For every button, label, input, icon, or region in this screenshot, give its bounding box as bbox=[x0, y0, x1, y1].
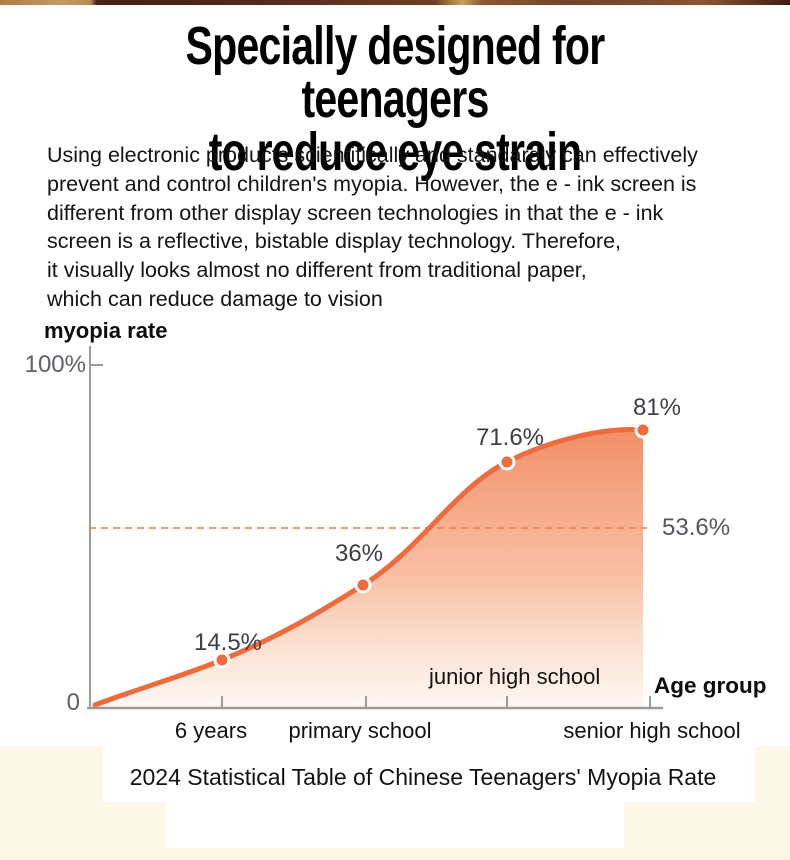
page-title-line-2: to reduce eye strain bbox=[208, 122, 582, 182]
footer-white-box bbox=[166, 800, 624, 848]
x-axis-title: Age group bbox=[654, 673, 767, 698]
line-chart bbox=[87, 346, 663, 710]
category-label-primary: primary school bbox=[288, 718, 432, 743]
data-point-3 bbox=[634, 421, 652, 439]
data-point-0 bbox=[213, 651, 231, 669]
decorative-top-strip bbox=[0, 0, 790, 5]
point-label-0: 14.5% bbox=[193, 629, 263, 656]
point-label-3: 81% bbox=[632, 394, 682, 421]
data-point-1 bbox=[354, 576, 372, 594]
page-title-line-1: Specially designed for teenagers bbox=[185, 16, 606, 129]
page-title: Specially designed for teenagers to redu… bbox=[95, 16, 695, 182]
reference-value-label: 53.6% bbox=[662, 514, 731, 541]
category-label-senior-high: senior high school bbox=[563, 718, 741, 743]
y-axis-origin-label: 0 bbox=[66, 689, 80, 716]
data-point-2 bbox=[498, 453, 516, 471]
y-axis-title: myopia rate bbox=[44, 318, 168, 343]
chart-caption: 2024 Statistical Table of Chinese Teenag… bbox=[129, 764, 717, 790]
intro-paragraph: Using electronic products scientifically… bbox=[47, 143, 698, 311]
caption-white-band bbox=[103, 746, 755, 802]
category-label-junior-high: junior high school bbox=[429, 664, 601, 689]
category-label-6-years: 6 years bbox=[174, 718, 248, 743]
y-axis-max-label: 100% bbox=[24, 351, 86, 378]
point-label-1: 36% bbox=[334, 540, 384, 567]
point-label-2: 71.6% bbox=[475, 424, 545, 451]
chart-area-fill bbox=[95, 429, 643, 708]
